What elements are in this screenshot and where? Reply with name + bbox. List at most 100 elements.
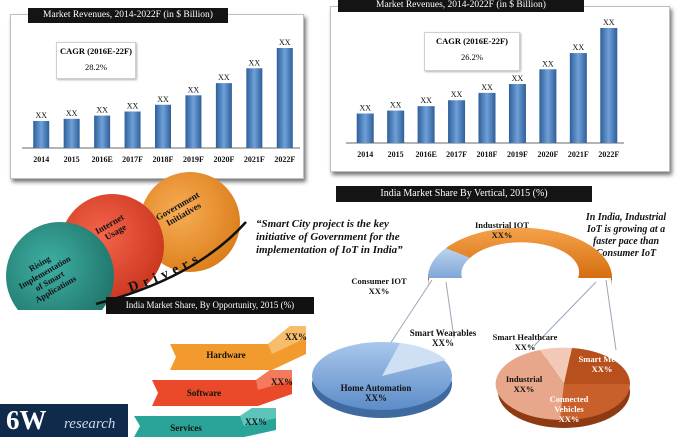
data-label-2021f: XX bbox=[573, 43, 585, 52]
cagr-box-right: CAGR (2016E-22F) 26.2% bbox=[424, 32, 520, 71]
connector-consumer-2 bbox=[445, 281, 455, 339]
bar-2021f bbox=[246, 68, 263, 148]
tick-label-2015: 2015 bbox=[64, 155, 80, 164]
tick-label-2014: 2014 bbox=[357, 150, 373, 159]
tick-label-2022f: 2022F bbox=[274, 155, 295, 164]
bar-2018f bbox=[155, 104, 171, 148]
data-label-2016e: XX bbox=[420, 96, 432, 105]
tick-label-2014: 2014 bbox=[33, 155, 49, 164]
connector-industrial bbox=[533, 281, 597, 347]
data-label-2014: XX bbox=[35, 111, 47, 120]
driver-label-rising: Rising Implementation of Smart Applicati… bbox=[12, 244, 84, 309]
opportunity-label-services: Services bbox=[170, 423, 202, 433]
tick-label-2021f: 2021F bbox=[568, 150, 589, 159]
vertical-share-chart bbox=[312, 227, 631, 428]
tick-label-2017f: 2017F bbox=[446, 150, 467, 159]
bar-2015 bbox=[63, 118, 80, 148]
opportunity-value-hardware: XX% bbox=[285, 332, 307, 342]
vertical-title: India Market Share By Vertical, 2015 (%) bbox=[336, 186, 592, 202]
data-label-2022f: XX bbox=[279, 38, 291, 47]
chart-title-left: Market Revenues, 2014-2022F (in $ Billio… bbox=[28, 8, 228, 23]
data-label-2018f: XX bbox=[157, 95, 169, 104]
tick-label-2018f: 2018F bbox=[477, 150, 498, 159]
data-label-2019f: XX bbox=[188, 85, 200, 94]
data-label-2017f: XX bbox=[127, 102, 139, 111]
drivers-graphic: Drivers Rising Implementation of Smart A… bbox=[6, 172, 247, 310]
data-label-2016e: XX bbox=[96, 106, 108, 115]
data-label-2015: XX bbox=[390, 101, 402, 110]
driver-circle-orange bbox=[140, 172, 240, 272]
bar-2018f bbox=[478, 92, 496, 143]
data-label-2021f: XX bbox=[249, 58, 261, 67]
chart-title-right: Market Revenues, 2014-2022F (in $ Billio… bbox=[338, 0, 584, 12]
bar-2014 bbox=[356, 113, 374, 143]
cagr-value-right: 26.2% bbox=[461, 52, 483, 62]
bar-2015 bbox=[387, 110, 405, 143]
cagr-value-left: 28.2% bbox=[85, 62, 107, 72]
driver-circle-teal bbox=[6, 222, 114, 310]
data-label-2020f: XX bbox=[542, 59, 554, 68]
industrial-pie-slice-vehicles bbox=[560, 384, 631, 421]
label-smart-meter: Smart Meter XX% bbox=[578, 354, 626, 374]
data-label-2022f: XX bbox=[603, 18, 615, 27]
opportunity-label-software: Software bbox=[186, 388, 222, 398]
connector-industrial-2 bbox=[605, 279, 617, 351]
bar-chart-right: XX 2014 XX 2015 XX 2016E XX 2017F XX 2018F XX 2019F… bbox=[346, 18, 624, 159]
logo-research: research bbox=[64, 416, 116, 432]
opportunity-value-software: XX% bbox=[271, 377, 293, 387]
data-label-2020f: XX bbox=[218, 73, 230, 82]
quote-industrial: In India, Industrial IoT is growing at a… bbox=[585, 212, 667, 259]
tick-label-2021f: 2021F bbox=[244, 155, 265, 164]
data-label-2019f: XX bbox=[512, 74, 524, 83]
opportunity-label-hardware: Hardware bbox=[206, 350, 246, 360]
tick-label-2016e: 2016E bbox=[415, 150, 436, 159]
tick-label-2016e: 2016E bbox=[91, 155, 112, 164]
industrial-pie-slice-industrial bbox=[495, 350, 564, 420]
data-label-2014: XX bbox=[359, 104, 371, 113]
logo-6w: 6W bbox=[6, 405, 47, 435]
label-home-automation: Home Automation XX% bbox=[340, 383, 412, 403]
bar-2019f bbox=[185, 95, 202, 148]
label-connected-vehicles: Connected Vehicles XX% bbox=[549, 394, 589, 424]
data-label-2017f: XX bbox=[451, 90, 463, 99]
bar-chart-left: XX 2014 XX 2015 XX 2016E XX 2017F XX 2018F XX 2019F… bbox=[22, 38, 300, 164]
label-smart-healthcare: Smart Healthcare XX% bbox=[492, 332, 558, 352]
opportunity-bar-hardware bbox=[170, 326, 306, 370]
tick-label-2018f: 2018F bbox=[153, 155, 174, 164]
bar-2022f bbox=[276, 48, 293, 148]
label-industrial-iot: Industrial IOT XX% bbox=[474, 220, 530, 240]
bar-2022f bbox=[600, 28, 618, 143]
data-label-2015: XX bbox=[66, 109, 78, 118]
quote-smart-city: “Smart City project is the key initiativ… bbox=[256, 218, 403, 256]
tick-label-2019f: 2019F bbox=[183, 155, 204, 164]
opportunity-bar-services-top bbox=[240, 408, 276, 426]
opportunity-chart bbox=[134, 326, 306, 437]
tick-label-2022f: 2022F bbox=[598, 150, 619, 159]
logo-6wresearch: 6W research bbox=[0, 404, 128, 437]
label-consumer-iot: Consumer IOT XX% bbox=[351, 276, 407, 296]
industrial-pie-slice-meter bbox=[564, 348, 631, 384]
label-industrial: Industrial XX% bbox=[505, 374, 543, 394]
cagr-box-left: CAGR (2016E-22F) 28.2% bbox=[56, 42, 136, 79]
opportunity-bar-software-top bbox=[256, 370, 292, 390]
bar-2021f bbox=[569, 53, 587, 143]
doughnut-slice-consumer bbox=[427, 248, 470, 278]
tick-label-2017f: 2017F bbox=[122, 155, 143, 164]
industrial-pie-slice-healthcare bbox=[540, 347, 572, 384]
bar-2016e bbox=[94, 115, 111, 148]
tick-label-2020f: 2020F bbox=[537, 150, 558, 159]
bar-2017f bbox=[124, 111, 141, 148]
bar-2020f bbox=[215, 83, 232, 148]
opportunity-title: India Market Share, By Opportunity, 2015… bbox=[106, 297, 314, 314]
data-label-2018f: XX bbox=[481, 83, 493, 92]
label-smart-wearables: Smart Wearables XX% bbox=[409, 328, 477, 348]
bar-2019f bbox=[508, 84, 526, 143]
bar-2020f bbox=[539, 69, 557, 143]
cagr-label-left: CAGR (2016E-22F) bbox=[59, 46, 132, 56]
tick-label-2015: 2015 bbox=[388, 150, 404, 159]
consumer-pie-slice-wearables bbox=[382, 343, 446, 376]
opportunity-bar-services bbox=[134, 408, 276, 437]
opportunity-bar-software bbox=[152, 370, 292, 406]
opportunity-value-services: XX% bbox=[245, 417, 267, 427]
tick-label-2019f: 2019F bbox=[507, 150, 528, 159]
